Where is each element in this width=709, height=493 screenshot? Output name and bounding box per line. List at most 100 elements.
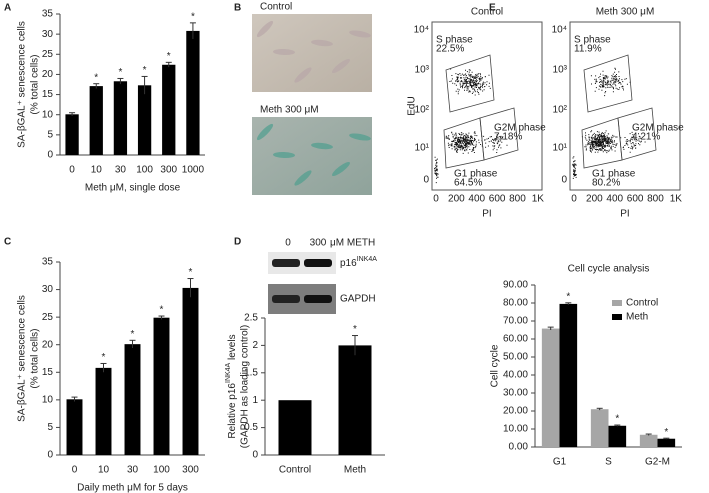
x-tick-label: S [605, 457, 612, 468]
x-tick-label: 10 [91, 165, 103, 176]
y-axis-label-part: INK4A [225, 362, 232, 383]
y-tick-label: 90.00 [503, 280, 528, 291]
y-tick-label: 30 [42, 284, 54, 295]
y-tick-label: 60.00 [503, 334, 528, 345]
y-tick-label: 20 [42, 339, 54, 350]
flow-y-tick: 10² [415, 105, 430, 116]
flow-x-tick: 200 [586, 194, 603, 205]
bar [338, 345, 372, 455]
gate-name: S phase [574, 35, 611, 46]
blot-lane-label: 300 [310, 238, 327, 249]
legend-label: Meth [626, 312, 648, 323]
cell-shape [273, 151, 295, 159]
y-axis-label: SA-βGAL⁺ senescence cells [17, 21, 28, 148]
y-axis-label-part: Relative p16 [227, 383, 238, 439]
y-tick-label: 1.5 [244, 367, 258, 378]
y-tick-label: 35 [42, 257, 54, 268]
legend-label: Control [626, 298, 658, 309]
bar [95, 367, 112, 455]
blot-band-label: p16INK4A [340, 256, 377, 268]
panel-letter: B [234, 3, 241, 14]
flow-x-tick: 1K [532, 194, 545, 205]
significance-mark: * [566, 291, 570, 302]
gate [445, 54, 495, 113]
cell-shape [294, 67, 312, 83]
flow-y-tick: 10² [553, 105, 568, 116]
flow-y-tick: 0 [561, 175, 567, 186]
flow-title: Meth 300 μM [596, 7, 655, 18]
bar [113, 81, 128, 155]
y-tick-label: 1 [252, 395, 258, 406]
cell-shape [332, 58, 350, 74]
gate-name: G1 phase [454, 169, 498, 180]
panel-letter: D [234, 237, 241, 248]
x-tick-label: Meth [344, 465, 366, 476]
x-tick-label: G1 [553, 457, 567, 468]
flow-x-tick: 1K [670, 194, 683, 205]
flow-x-tick: 400 [606, 194, 623, 205]
flow-x-tick: 0 [571, 194, 577, 205]
significance-mark: * [160, 305, 164, 316]
panel-letter: A [4, 3, 11, 14]
gate [617, 107, 657, 161]
bar [153, 317, 170, 455]
y-axis-label: (% total cells) [30, 54, 41, 114]
y-axis-label-part: levels [227, 334, 238, 362]
flow-x-label: PI [482, 209, 491, 220]
significance-mark: * [664, 427, 668, 438]
blot-band-label-part: p16 [340, 258, 357, 269]
panel-letter: C [4, 237, 11, 248]
y-tick-label: 5 [47, 129, 53, 140]
cell-shape [256, 20, 274, 38]
flow-x-tick: 400 [468, 194, 485, 205]
flow-y-tick: 0 [423, 175, 429, 186]
y-axis-label: (% total cells) [30, 328, 41, 388]
bar [65, 114, 79, 155]
x-tick-label: 30 [127, 465, 139, 476]
y-axis-label: (GAPDH as loading control) [240, 325, 251, 448]
flow-events [434, 68, 508, 184]
bar [66, 399, 83, 455]
gate-name: G2M phase [632, 123, 684, 134]
significance-mark: * [167, 51, 171, 62]
cell-shape [349, 30, 371, 38]
x-tick-label: 300 [182, 465, 199, 476]
bar [186, 30, 200, 156]
bar [541, 328, 560, 447]
y-tick-label: 10.00 [503, 424, 528, 435]
x-tick-label: 0 [72, 465, 78, 476]
panel-letter: E [489, 3, 496, 14]
y-tick-label: 20.00 [503, 406, 528, 417]
y-tick-label: 0 [47, 150, 53, 161]
x-tick-label: 100 [136, 165, 153, 176]
bar [182, 287, 199, 455]
blot-band [304, 295, 332, 303]
bar [590, 409, 609, 447]
y-tick-label: 0.00 [509, 442, 529, 453]
cell-shape [349, 133, 371, 141]
flow-y-tick: 10⁴ [414, 25, 429, 36]
significance-mark: * [143, 65, 147, 76]
bar [89, 86, 103, 155]
y-tick-label: 70.00 [503, 316, 528, 327]
x-tick-label: 0 [69, 165, 75, 176]
micrograph-label: Control [260, 2, 292, 13]
x-tick-label: Control [279, 465, 311, 476]
y-axis-label: Cell cycle [490, 344, 501, 387]
significance-mark: * [189, 267, 193, 278]
significance-mark: * [191, 12, 195, 23]
y-tick-label: 5 [47, 422, 53, 433]
gate-name: G2M phase [494, 123, 546, 134]
cell-shape [294, 170, 312, 186]
micrograph [252, 117, 372, 195]
blot-lane-label: 0 [285, 238, 291, 249]
flow-title: Control [471, 7, 503, 18]
gate [443, 117, 485, 169]
flow-x-tick: 200 [448, 194, 465, 205]
blot-band-label: GAPDH [340, 294, 376, 305]
flow-x-tick: 800 [509, 194, 526, 205]
y-tick-label: 15 [42, 89, 54, 100]
cell-shape [311, 39, 333, 47]
y-tick-label: 20 [42, 69, 54, 80]
gate [583, 54, 633, 113]
